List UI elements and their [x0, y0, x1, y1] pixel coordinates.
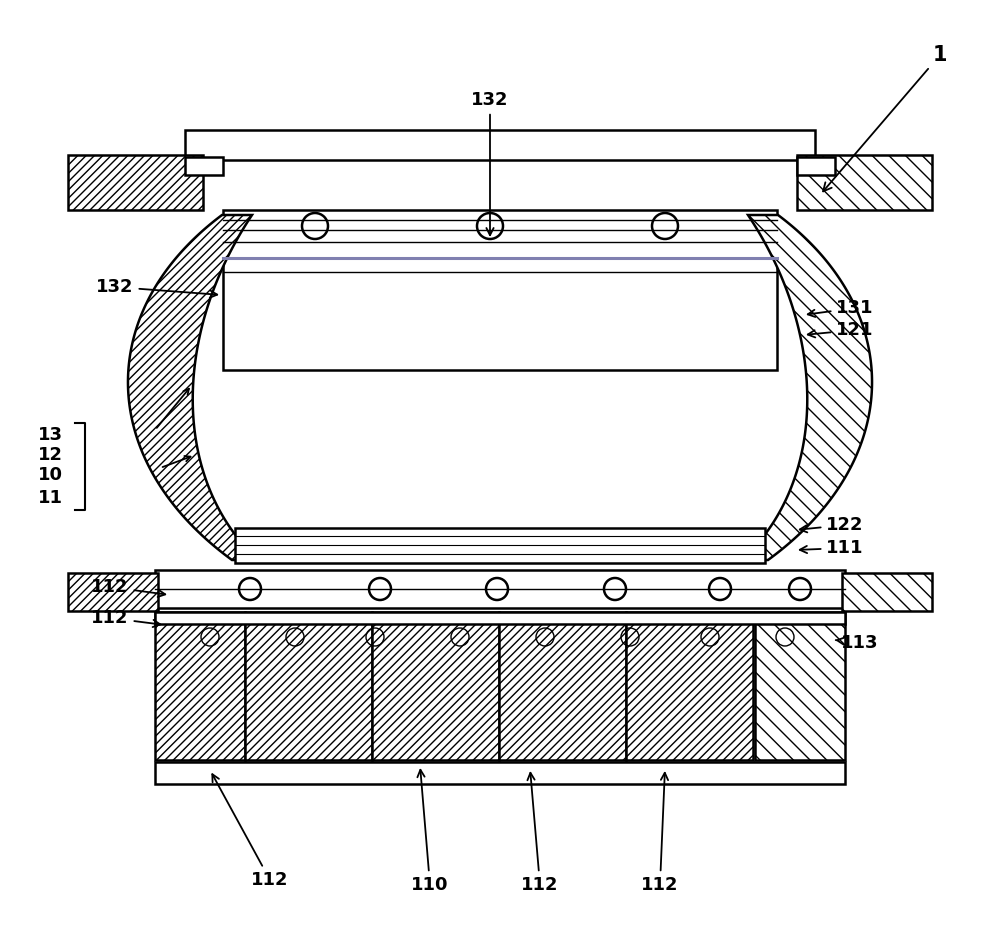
- Bar: [155, 570, 845, 608]
- Bar: [68, 573, 158, 611]
- Bar: [626, 612, 753, 760]
- Bar: [797, 155, 932, 210]
- Text: 121: 121: [808, 321, 874, 339]
- Text: 1: 1: [823, 45, 947, 191]
- Bar: [245, 612, 372, 760]
- Text: 112: 112: [521, 773, 559, 894]
- Bar: [185, 130, 815, 160]
- Text: 122: 122: [800, 516, 864, 534]
- Bar: [155, 612, 845, 624]
- Bar: [372, 612, 499, 760]
- Bar: [68, 155, 203, 210]
- Bar: [797, 157, 835, 175]
- Polygon shape: [742, 215, 872, 560]
- Text: 112: 112: [641, 773, 679, 894]
- Text: 131: 131: [808, 299, 874, 317]
- Text: 112: 112: [91, 609, 160, 627]
- Bar: [185, 157, 223, 175]
- Bar: [499, 612, 626, 760]
- Bar: [155, 762, 845, 784]
- Text: 132: 132: [471, 91, 509, 235]
- Bar: [155, 612, 245, 760]
- Text: 132: 132: [96, 278, 217, 298]
- Text: 111: 111: [800, 539, 864, 557]
- Bar: [235, 528, 765, 563]
- Text: 10: 10: [38, 466, 63, 484]
- Polygon shape: [128, 215, 258, 560]
- Bar: [842, 573, 932, 611]
- Text: 13: 13: [38, 426, 63, 444]
- Bar: [223, 210, 777, 370]
- Text: 113: 113: [836, 634, 879, 652]
- Text: 112: 112: [212, 774, 289, 889]
- Text: 11: 11: [38, 489, 63, 507]
- Text: 110: 110: [411, 769, 449, 894]
- Bar: [755, 612, 845, 760]
- Text: 12: 12: [38, 446, 63, 464]
- Text: 112: 112: [91, 578, 165, 597]
